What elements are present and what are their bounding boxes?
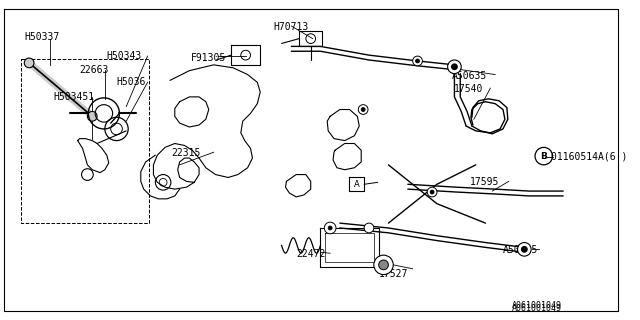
Circle shape xyxy=(361,108,365,111)
Text: H503451: H503451 xyxy=(53,92,95,102)
Text: H5036: H5036 xyxy=(116,77,146,87)
Text: A50635: A50635 xyxy=(451,71,487,81)
Text: H50337: H50337 xyxy=(24,32,60,42)
Circle shape xyxy=(451,64,458,70)
Circle shape xyxy=(522,246,527,252)
Circle shape xyxy=(374,255,393,275)
Text: A061001049: A061001049 xyxy=(512,304,562,313)
Text: B: B xyxy=(540,152,547,161)
Text: A061001049: A061001049 xyxy=(512,301,562,310)
Text: A50635: A50635 xyxy=(503,245,538,255)
Circle shape xyxy=(518,243,531,256)
Circle shape xyxy=(324,222,336,234)
Circle shape xyxy=(415,59,419,63)
Text: F91305: F91305 xyxy=(191,53,227,63)
Circle shape xyxy=(88,111,97,121)
Text: 17527: 17527 xyxy=(379,269,408,279)
Circle shape xyxy=(379,260,388,270)
Circle shape xyxy=(428,187,437,197)
Text: 22472: 22472 xyxy=(296,249,326,259)
Text: A: A xyxy=(353,180,359,189)
Circle shape xyxy=(24,58,34,68)
Text: 01160514A(6 ): 01160514A(6 ) xyxy=(550,151,627,161)
Circle shape xyxy=(413,56,422,66)
Circle shape xyxy=(328,226,332,230)
Text: 22663: 22663 xyxy=(79,65,109,75)
Text: 17540: 17540 xyxy=(454,84,483,94)
Text: H50343: H50343 xyxy=(107,51,142,61)
Circle shape xyxy=(364,223,374,233)
Text: H70713: H70713 xyxy=(274,22,309,32)
Text: 22315: 22315 xyxy=(171,148,200,158)
Circle shape xyxy=(430,190,434,194)
Circle shape xyxy=(447,60,461,74)
Text: 17595: 17595 xyxy=(470,178,499,188)
Circle shape xyxy=(358,105,368,114)
